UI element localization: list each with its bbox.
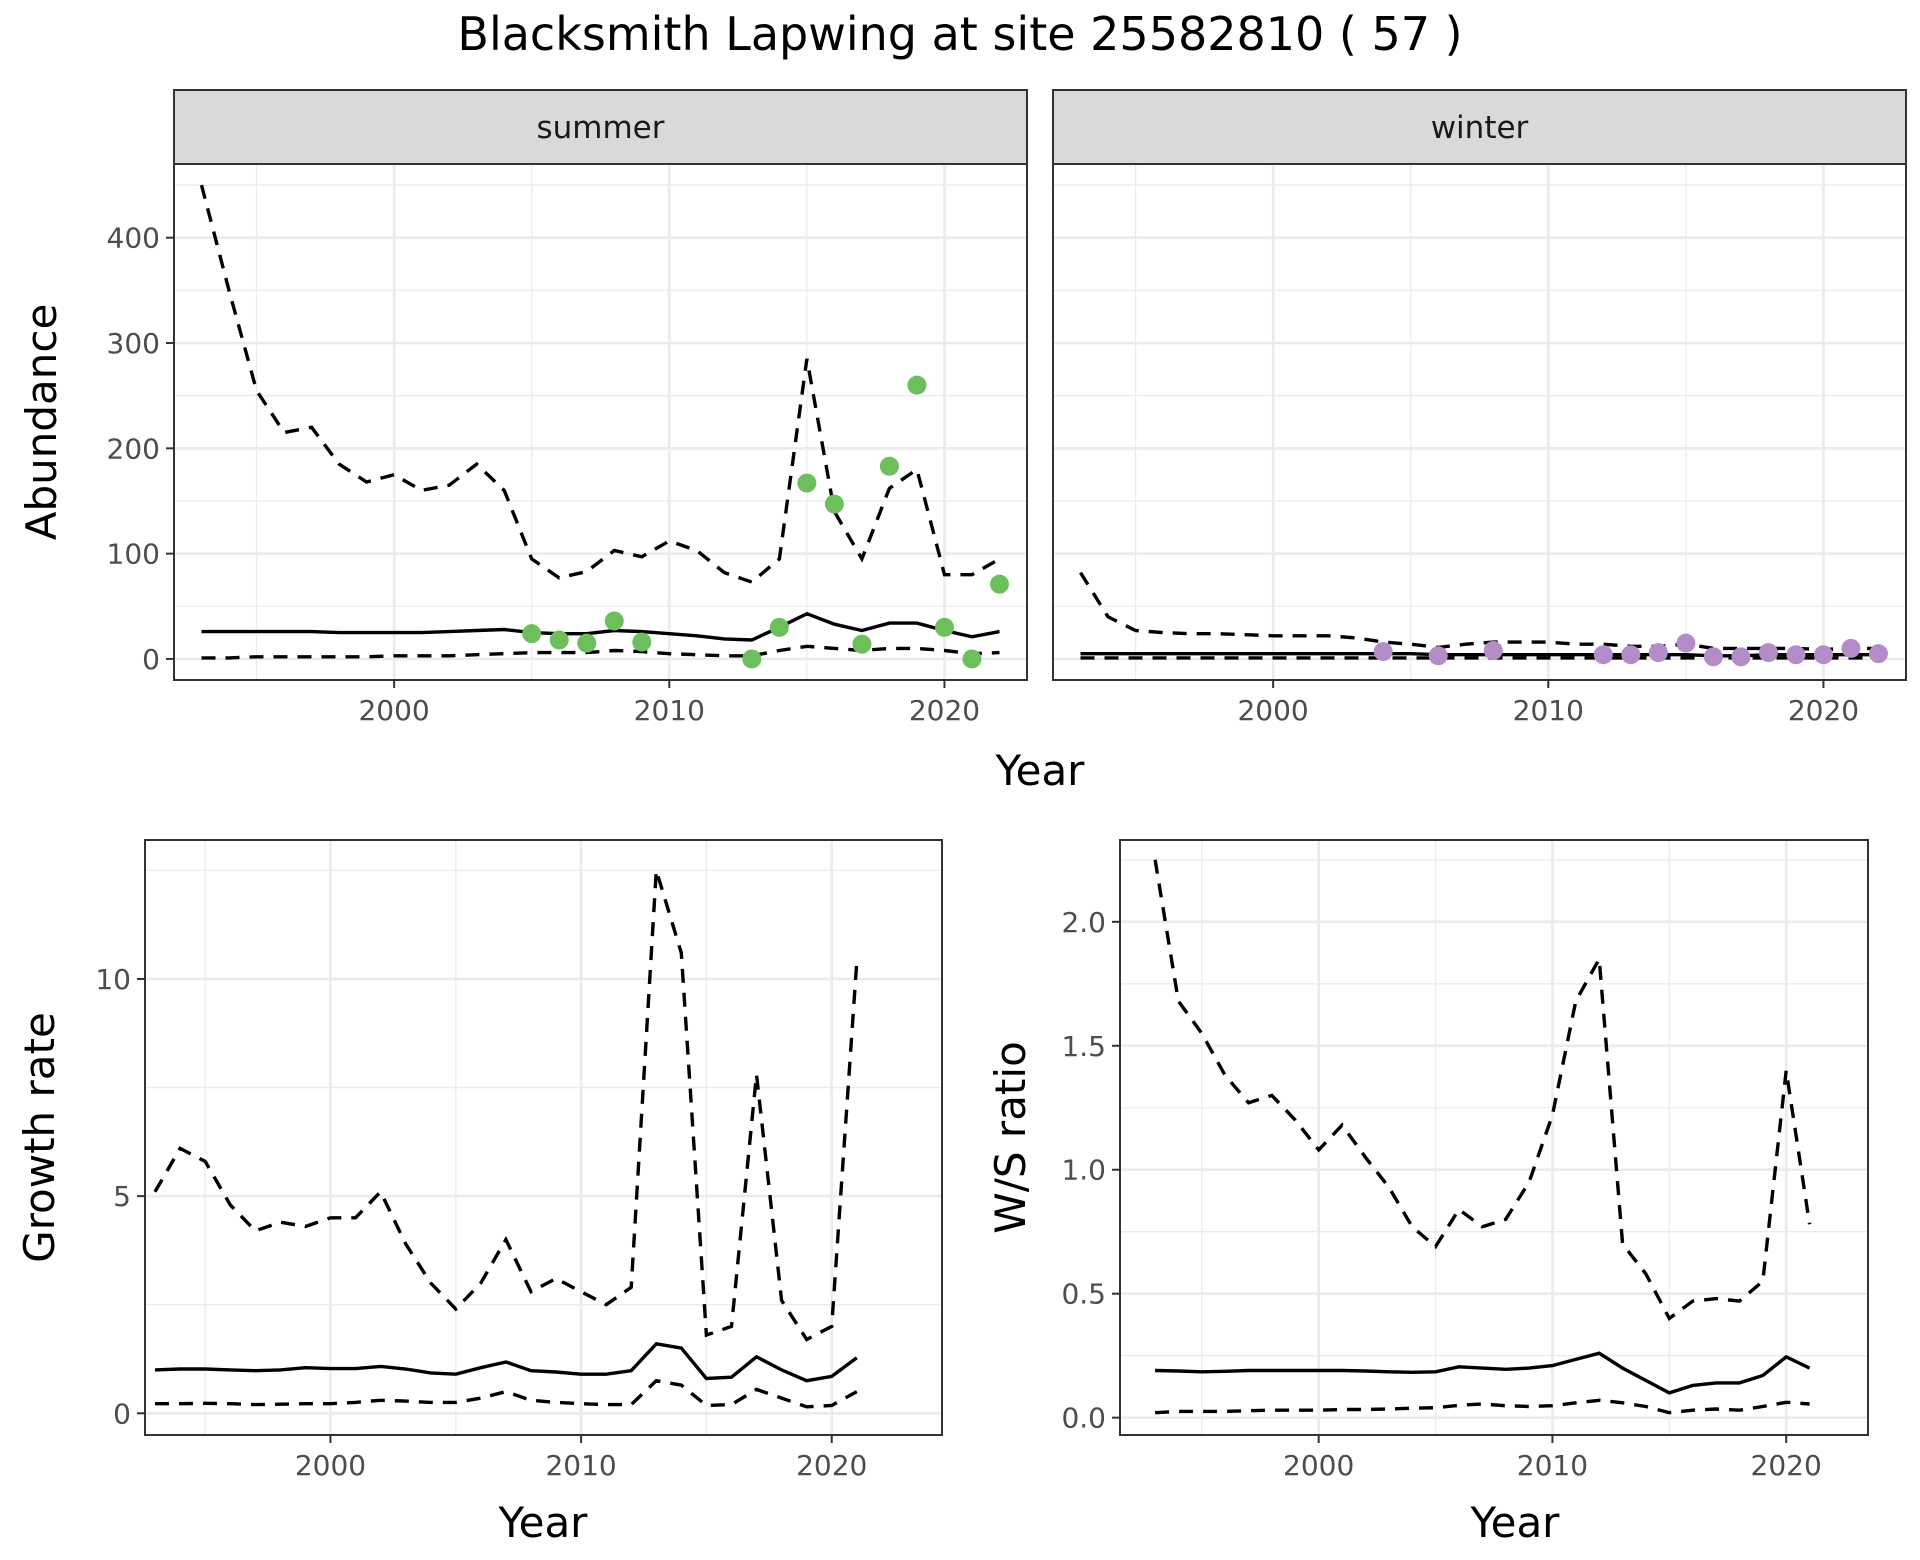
- data-point: [797, 473, 817, 493]
- y-tick-label: 1.0: [1061, 1154, 1106, 1187]
- data-point: [1373, 642, 1393, 662]
- plot-background: [1120, 840, 1868, 1435]
- series-group: [199, 184, 1001, 660]
- y-tick-label: 400: [107, 222, 160, 255]
- data-point: [577, 633, 597, 653]
- data-point: [1841, 638, 1861, 658]
- series-line-upper-bound: [1153, 859, 1812, 1322]
- facet-strip: [173, 89, 1028, 165]
- series-line-lower-bound: [201, 644, 1000, 660]
- data-point: [1731, 647, 1751, 667]
- series-line-upper-bound: [199, 184, 1001, 585]
- plot-background: [1053, 164, 1906, 680]
- x-axis-title: Year: [498, 1498, 589, 1547]
- y-tick-label: 10: [95, 963, 131, 996]
- y-tick-label: 300: [107, 327, 160, 360]
- series-line-lower-bound: [155, 1378, 858, 1409]
- panel-abundance-summer: summer 2000 2010 2020 0 100 200 300 400 Abundance: [17, 89, 1028, 727]
- data-point: [632, 632, 652, 652]
- x-tick-label: 2020: [796, 1449, 867, 1482]
- x-tick-label: 2010: [634, 694, 705, 727]
- y-tick-label: 5: [113, 1180, 131, 1213]
- facet-strip: [1052, 89, 1907, 165]
- series-line-median: [201, 611, 1000, 642]
- facet-strip-label: winter: [1431, 110, 1529, 146]
- data-point: [907, 375, 927, 395]
- data-point: [1676, 633, 1696, 653]
- y-tick-label: 0: [113, 1397, 131, 1430]
- x-axis-title: Year: [1470, 1498, 1561, 1547]
- series-line-lower-bound: [1155, 1398, 1810, 1415]
- data-point: [742, 649, 762, 669]
- x-tick-label: 2010: [1513, 694, 1584, 727]
- y-axis-title: Abundance: [17, 304, 66, 541]
- data-point: [549, 630, 569, 650]
- y-tick-label: 1.5: [1061, 1030, 1106, 1063]
- series-line-upper-bound: [153, 869, 859, 1342]
- data-point: [1868, 644, 1888, 664]
- plot-background: [145, 840, 942, 1435]
- x-tick-label: 2020: [909, 694, 980, 727]
- data-point: [1703, 647, 1723, 667]
- panel-w-s-ratio: 2000 2010 2020 0.0 0.5 1.0 1.5 2.0 W/S ratio: [986, 839, 1869, 1482]
- data-point: [879, 456, 899, 476]
- x-tick-label: 2010: [545, 1449, 616, 1482]
- figure-title: Blacksmith Lapwing at site 25582810 ( 57…: [457, 7, 1462, 61]
- data-point: [1621, 645, 1641, 665]
- panel-abundance-winter: winter 2000 2010 2020: [1052, 89, 1907, 727]
- y-tick-label: 0: [142, 643, 160, 676]
- x-tick-label: 2000: [358, 694, 429, 727]
- data-point: [1786, 645, 1806, 665]
- x-tick-label: 2010: [1517, 1449, 1588, 1482]
- data-point: [1813, 645, 1833, 665]
- y-tick-label: 2.0: [1061, 906, 1106, 939]
- y-tick-label: 0.5: [1061, 1278, 1106, 1311]
- data-point: [962, 649, 982, 669]
- y-tick-label: 100: [107, 538, 160, 571]
- y-tick-label: 0.0: [1061, 1402, 1106, 1435]
- data-point: [522, 624, 542, 644]
- y-axis-title: W/S ratio: [986, 1041, 1035, 1234]
- series-group: [1153, 859, 1812, 1415]
- panel-growth-rate: 2000 2010 2020 0 5 10 Growth rate: [15, 839, 943, 1482]
- data-point: [1428, 646, 1448, 666]
- data-point: [1758, 643, 1778, 663]
- data-point: [934, 617, 954, 637]
- data-point: [1483, 641, 1503, 661]
- series-line-median: [154, 1341, 858, 1383]
- facet-strip-label: summer: [536, 110, 664, 146]
- data-point: [604, 611, 624, 631]
- data-point: [1593, 645, 1613, 665]
- panel-border: [144, 839, 943, 1436]
- y-tick-label: 200: [107, 432, 160, 465]
- data-point: [769, 617, 789, 637]
- series-line-median: [1155, 1351, 1811, 1395]
- data-point: [852, 634, 872, 654]
- data-point: [989, 574, 1009, 594]
- y-axis-title: Growth rate: [15, 1012, 64, 1263]
- x-tick-label: 2020: [1751, 1449, 1822, 1482]
- x-tick-label: 2000: [295, 1449, 366, 1482]
- x-tick-label: 2000: [1237, 694, 1308, 727]
- panel-border: [1119, 839, 1869, 1436]
- x-tick-label: 2020: [1788, 694, 1859, 727]
- series-group: [153, 869, 859, 1409]
- x-tick-label: 2000: [1283, 1449, 1354, 1482]
- data-point: [1648, 643, 1668, 663]
- plot-background: [174, 164, 1027, 680]
- x-axis-title: Year: [995, 746, 1086, 795]
- data-point: [824, 494, 844, 514]
